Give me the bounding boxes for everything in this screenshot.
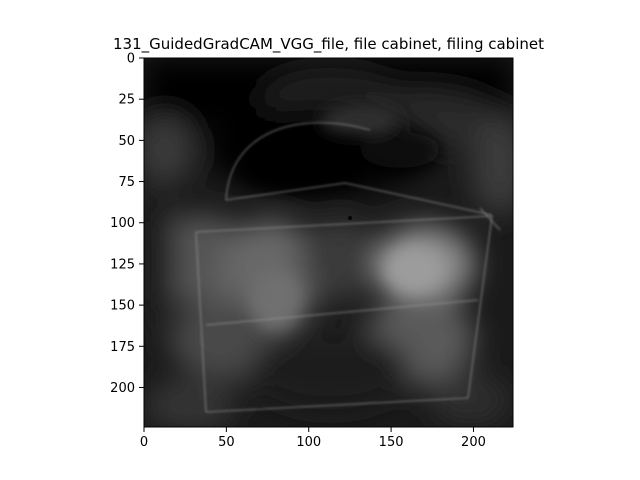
y-tick-label: 75: [118, 175, 135, 190]
x-tick-label: 50: [218, 435, 235, 450]
x-tick-label: 150: [379, 435, 404, 450]
chart-title: 131_GuidedGradCAM_VGG_file, file cabinet…: [113, 35, 544, 54]
y-tick-label: 25: [118, 93, 135, 108]
y-tick-label: 175: [110, 340, 135, 355]
y-tick-label: 200: [110, 381, 135, 396]
y-tick-label: 0: [127, 52, 135, 67]
heatmap-image: [144, 58, 513, 427]
y-tick-label: 125: [110, 257, 135, 272]
x-tick-label: 200: [461, 435, 486, 450]
y-tick-label: 100: [110, 216, 135, 231]
y-axis: 0 25 50 75 100 125 150 175 200: [110, 52, 144, 396]
x-tick-label: 100: [296, 435, 321, 450]
x-axis: 0 50 100 150 200: [140, 427, 486, 450]
x-tick-label: 0: [140, 435, 148, 450]
y-tick-label: 50: [118, 134, 135, 149]
axes-frame: [143, 57, 514, 428]
y-tick-label: 150: [110, 299, 135, 314]
